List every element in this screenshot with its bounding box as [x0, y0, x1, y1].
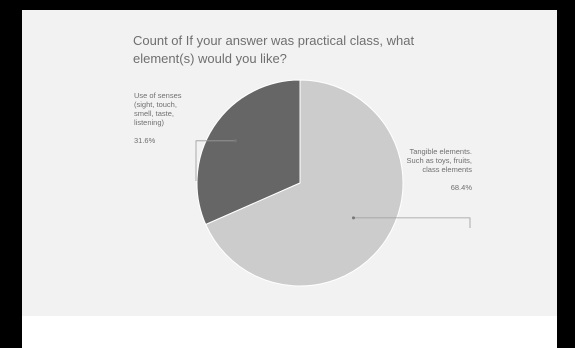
leader-lines: [195, 139, 471, 228]
leader-line-senses-dot: [233, 139, 237, 143]
slice-label-senses: Use of senses (sight, touch, smell, tast…: [134, 82, 194, 145]
slice-label-senses-value: 31.6%: [134, 136, 156, 145]
leader-line-senses: [195, 140, 236, 181]
leader-line-tangible: [353, 217, 471, 228]
pie-slice-senses: [196, 79, 301, 226]
slice-label-tangible-name: Tangible elements. Such as toys, fruits,…: [406, 147, 472, 174]
slice-label-senses-name: Use of senses (sight, touch, smell, tast…: [134, 91, 182, 127]
pie-slices: [196, 79, 404, 287]
leader-line-tangible-dot: [351, 216, 355, 220]
below-chart-area: [22, 316, 557, 348]
pie-slice-tangible: [205, 79, 404, 287]
slice-label-tangible: Tangible elements. Such as toys, fruits,…: [400, 138, 472, 192]
chart-title: Count of If your answer was practical cl…: [133, 33, 415, 66]
slice-label-tangible-value: 68.4%: [450, 183, 472, 192]
